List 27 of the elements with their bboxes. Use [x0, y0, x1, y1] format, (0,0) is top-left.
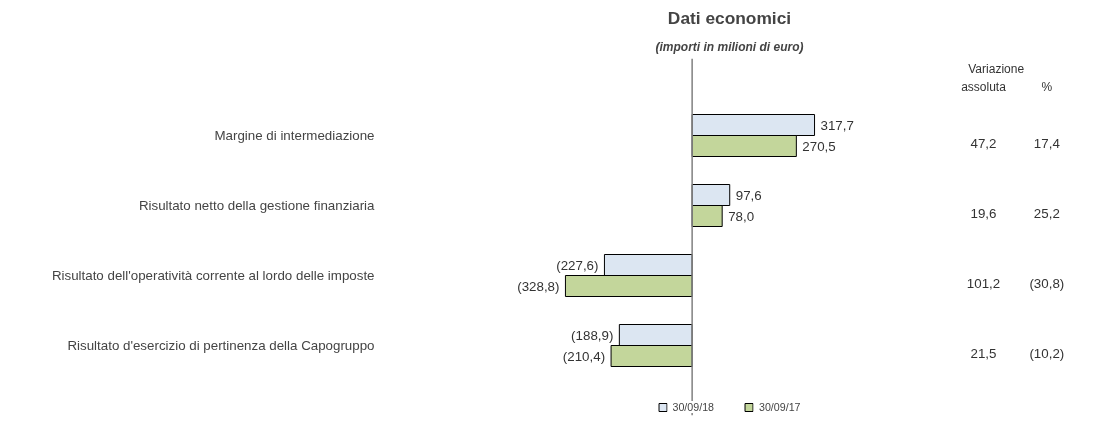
- text: 25,2: [1033, 206, 1060, 222]
- text: Variazione: [968, 62, 1025, 76]
- data-label: (328,8): [517, 278, 560, 294]
- text: assoluta: [961, 79, 1007, 94]
- data-label: (188,9): [571, 327, 614, 343]
- text: 19,6: [970, 206, 997, 222]
- y-tick-label: Risultato d'esercizio di pertinenza della Capogruppo: [67, 338, 375, 353]
- y-tick-label: Risultato netto della gestione finanziaria: [138, 198, 376, 213]
- data-label: (227,6): [556, 257, 599, 273]
- text: (30,8): [1029, 276, 1065, 292]
- text: 21,5: [970, 346, 997, 362]
- data-label: 78,0: [728, 208, 755, 224]
- text: 17,4: [1033, 136, 1061, 152]
- text: 47,2: [970, 136, 997, 152]
- text: (10,2): [1029, 346, 1065, 362]
- data-label: 97,6: [735, 187, 762, 203]
- legend-label: 30/09/17: [759, 401, 801, 413]
- chart-subtitle: (importi in milioni di euro): [655, 39, 804, 54]
- y-tick-label: Risultato dell'operatività corrente al lordo delle imposte: [51, 268, 375, 283]
- data-label: 317,7: [820, 117, 854, 133]
- y-tick-label: Margine di intermediazione: [214, 128, 375, 143]
- legend-label: 30/09/18: [672, 401, 714, 413]
- chart-title: Dati economici: [667, 7, 792, 28]
- text: %: [1041, 79, 1053, 94]
- data-label: 270,5: [802, 138, 836, 154]
- data-label: (210,4): [562, 348, 606, 364]
- text: 101,2: [966, 276, 1001, 292]
